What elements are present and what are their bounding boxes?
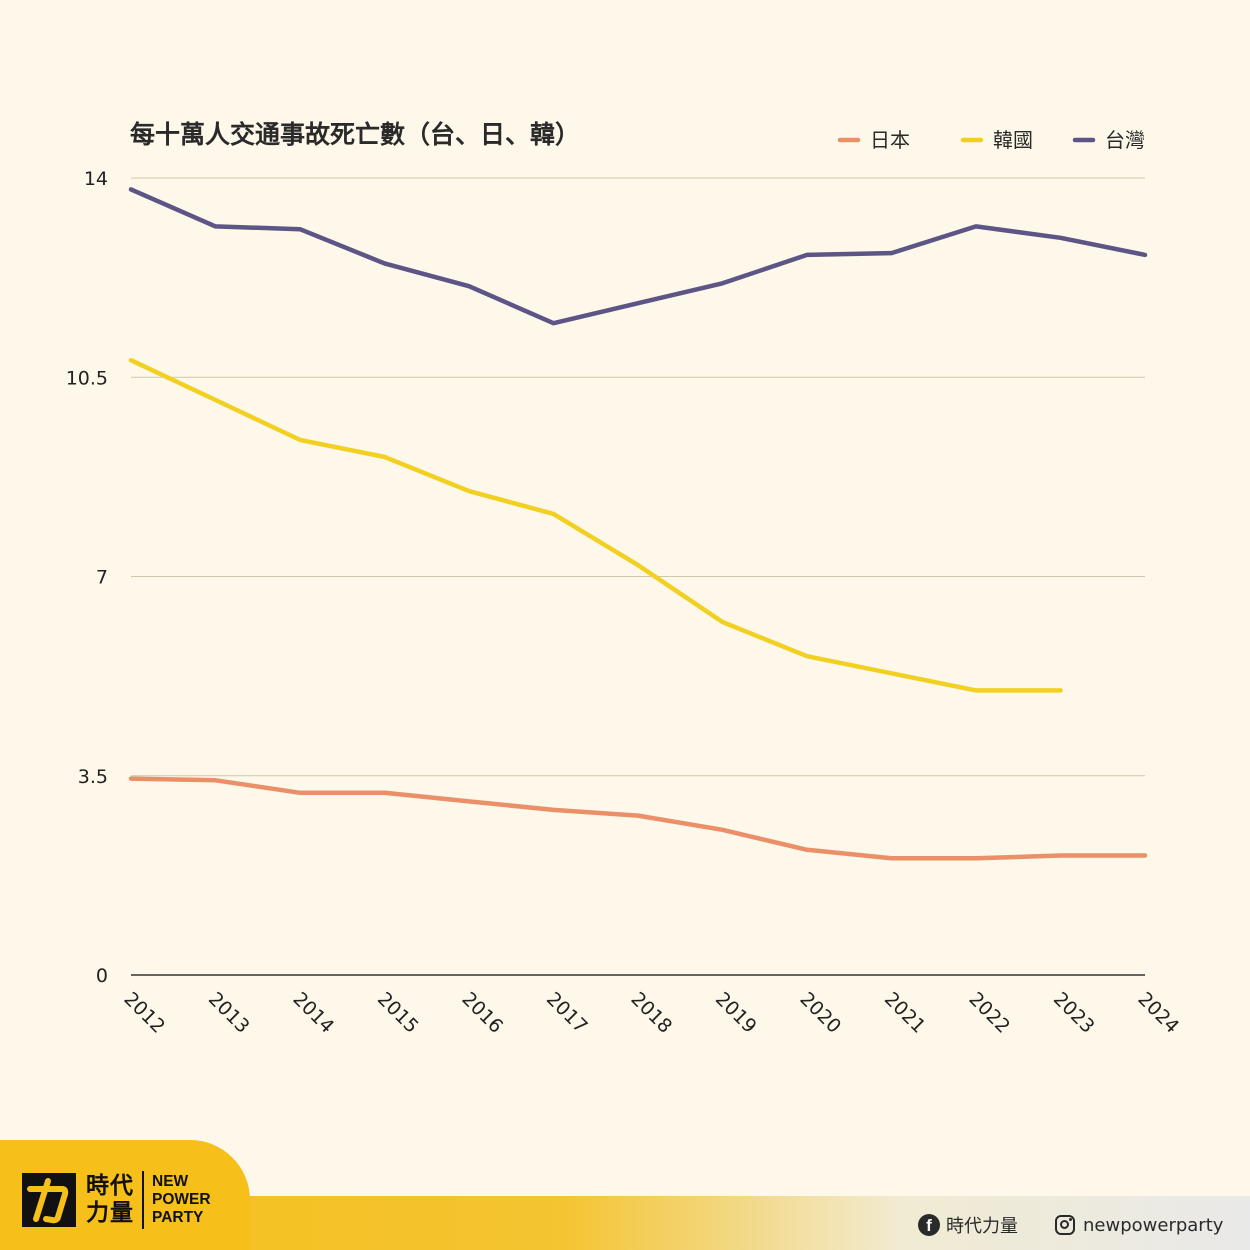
facebook-icon: f [918,1214,940,1236]
y-axis-ticks: 0 3.5 7 10.5 14 [66,168,108,987]
series-line-1 [128,357,1063,693]
chart-title: 每十萬人交通事故死亡數（台、日、韓） [130,120,580,149]
party-logo: 時代 力量 NEW POWER PARTY [22,1168,211,1232]
party-name-en-line3: PARTY [152,1209,204,1226]
x-tick-label: 2023 [1049,988,1099,1038]
x-axis-ticks: 2012 2013 2014 2015 2016 2017 2018 2019 2020 2021… [119,988,1183,1038]
y-tick-label: 14 [84,168,108,190]
legend: 日本 韓國 台灣 [837,128,1145,152]
x-tick-label: 2012 [119,988,169,1038]
x-tick-label: 2016 [457,988,507,1038]
logo-divider [142,1171,144,1229]
legend-label: 韓國 [993,128,1033,152]
x-tick-label: 2021 [880,988,930,1038]
party-name-en: NEW POWER PARTY [152,1173,211,1227]
instagram-link[interactable]: newpowerparty [1055,1210,1223,1240]
x-tick-label: 2018 [626,988,676,1038]
x-tick-label: 2017 [542,988,592,1038]
party-name-en-line2: POWER [152,1191,211,1208]
party-name-zh: 時代 力量 [86,1173,134,1227]
facebook-label: 時代力量 [946,1216,1018,1237]
party-name-zh-line1: 時代 [86,1173,134,1199]
party-name-zh-line2: 力量 [86,1200,134,1226]
y-tick-label: 3.5 [78,766,108,788]
y-tick-label: 10.5 [66,367,108,389]
x-tick-label: 2024 [1133,988,1183,1038]
gridlines [131,177,1145,976]
instagram-icon [1055,1215,1075,1235]
y-tick-label: 0 [96,965,108,987]
legend-label: 台灣 [1105,128,1145,152]
x-tick-label: 2015 [373,988,423,1038]
x-tick-label: 2022 [964,988,1014,1038]
x-tick-label: 2013 [204,988,254,1038]
series-lines [128,187,1148,861]
party-logo-icon [22,1173,76,1227]
party-name-en-line1: NEW [152,1173,189,1190]
series-line-2 [128,187,1148,326]
facebook-link[interactable]: f 時代力量 [918,1210,1018,1240]
x-tick-label: 2019 [711,988,761,1038]
instagram-label: newpowerparty [1083,1214,1224,1236]
x-tick-label: 2020 [795,988,845,1038]
legend-label: 日本 [870,128,910,152]
x-tick-label: 2014 [288,988,338,1038]
y-tick-label: 7 [96,567,108,589]
series-line-0 [128,776,1148,861]
